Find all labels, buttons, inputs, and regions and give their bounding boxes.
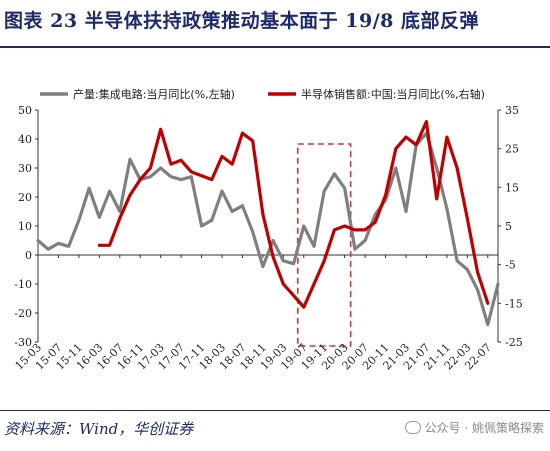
legend-label: 半导体销售额:中国:当月同比(%,右轴) <box>301 87 485 101</box>
y-left-tick-label: 30 <box>18 162 32 175</box>
y-left-tick-label: 0 <box>25 249 32 262</box>
y-left-tick-label: 40 <box>18 133 32 146</box>
series-line-ic-output <box>36 131 500 327</box>
figure-title: 图表 23 半导体扶持政策推动基本面于 19/8 底部反弹 <box>4 10 480 32</box>
y-left-tick-label: 50 <box>18 104 32 117</box>
y-left-tick-label: 10 <box>18 220 32 233</box>
title-rule <box>0 46 550 48</box>
wechat-icon <box>404 421 421 434</box>
highlight-box <box>296 143 352 347</box>
y-right-tick-label: 15 <box>505 181 519 194</box>
y-right-tick-label: -15 <box>505 297 523 310</box>
watermark: 公众号 · 姚佩策略探索 <box>404 419 544 436</box>
source-note: 资料来源：Wind，华创证券 <box>4 420 194 438</box>
footer-rule <box>0 410 550 411</box>
y-left-tick-label: -30 <box>14 336 32 349</box>
legend-label: 产量:集成电路:当月同比(%,左轴) <box>73 87 235 101</box>
y-right-tick-label: 25 <box>505 143 519 156</box>
y-right-tick-label: -25 <box>505 336 523 349</box>
y-right-tick-label: 35 <box>505 104 519 117</box>
highlight-dashed-box <box>296 143 352 347</box>
y-right-tick-label: 5 <box>505 220 512 233</box>
y-right-tick-label: -5 <box>505 259 516 272</box>
watermark-text: 公众号 · 姚佩策略探索 <box>424 421 544 435</box>
y-left-tick-label: -10 <box>14 278 32 291</box>
chart-series <box>36 120 500 327</box>
y-left-tick-label: -20 <box>14 307 32 320</box>
y-left-tick-label: 20 <box>18 191 32 204</box>
line-chart: 产量:集成电路:当月同比(%,左轴) 半导体销售额:中国:当月同比(%,右轴) 5… <box>13 87 523 373</box>
chart-legend: 产量:集成电路:当月同比(%,左轴) 半导体销售额:中国:当月同比(%,右轴) <box>40 87 485 101</box>
series-line-semiconductor-sales <box>97 120 490 309</box>
